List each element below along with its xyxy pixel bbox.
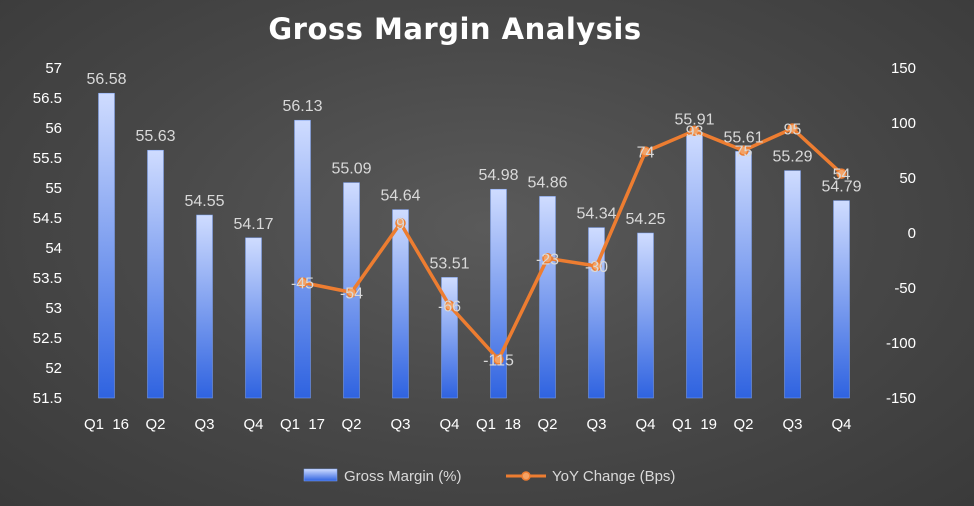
legend-line-marker [521,471,531,481]
legend-bar-label: Gross Margin (%) [344,468,462,485]
bar-data-label: 54.34 [576,206,616,223]
line-data-label: -23 [536,251,559,268]
x-tick-label: Q1 18 [476,416,521,433]
line-data-label: -54 [340,285,363,302]
line-data-label: 95 [784,122,802,139]
bar-data-label: 55.63 [135,128,175,145]
line-data-label: 74 [637,145,655,162]
bar [245,237,262,399]
line-point [542,253,553,264]
y-left-tick-label: 54 [45,240,62,257]
legend-line-label: YoY Change (Bps) [552,468,675,485]
bar [392,209,409,399]
x-tick-label: Q2 [537,416,557,433]
x-tick-label: Q3 [586,416,606,433]
y-left-tick-label: 55.5 [33,150,62,167]
line-point [444,300,455,311]
line-data-label: -66 [438,299,461,316]
y-left-tick-label: 56 [45,120,62,137]
line-point [493,354,504,365]
bar-data-label: 55.61 [723,129,763,146]
bar-data-label: 54.98 [478,167,518,184]
y-right-tick-label: 50 [899,170,916,187]
x-tick-label: Q4 [831,416,851,433]
chart-title: Gross Margin Analysis [268,12,642,46]
series-line [302,126,843,362]
bar [98,92,115,399]
legend-bar-swatch [303,468,338,482]
y-left-tick-label: 57 [45,60,62,77]
x-tick-label: Q1 17 [280,416,325,433]
line-data-label: -115 [483,353,514,370]
bar [784,170,801,399]
bar [147,149,164,399]
bar [539,196,556,399]
x-tick-label: Q3 [390,416,410,433]
bar [735,151,752,399]
line-data-label: 93 [686,124,704,141]
x-tick-label: Q2 [341,416,361,433]
x-tick-label: Q3 [782,416,802,433]
bar [637,232,654,399]
bar [196,214,213,399]
y-left-tick-label: 54.5 [33,210,62,227]
y-left-tick-label: 55 [45,180,62,197]
line-point [640,146,651,157]
y-right-tick-label: 100 [891,115,916,132]
y-right-tick-label: -50 [894,280,916,297]
x-tick-label: Q4 [243,416,263,433]
bar-data-label: 54.64 [380,188,420,205]
x-tick-label: Q4 [439,416,459,433]
bar [686,133,703,399]
bar [588,227,605,399]
x-tick-label: Q1 19 [672,416,717,433]
bar [294,119,311,399]
y-left-tick-label: 56.5 [33,90,62,107]
x-tick-label: Q1 16 [84,416,129,433]
line-point [836,168,847,179]
bar-data-label: 55.91 [674,111,714,128]
bar [833,200,850,399]
bar-data-label: 54.79 [821,179,861,196]
bar-data-label: 54.17 [233,216,273,233]
bar-data-label: 55.09 [331,161,371,178]
bar-data-label: 56.58 [86,71,126,88]
bar-data-label: 55.29 [772,149,812,166]
y-left-tick-label: 53.5 [33,270,62,287]
bar-data-label: 54.86 [527,174,567,191]
line-point [689,125,700,136]
line-data-label: 54 [833,167,851,184]
line-point [738,145,749,156]
bar [490,188,507,399]
y-right-tick-label: -150 [886,390,916,407]
line-data-label: -30 [585,259,608,276]
bar-data-label: 54.25 [625,211,665,228]
y-left-tick-label: 53 [45,300,62,317]
line-data-label: 9 [396,216,405,233]
line-point [787,123,798,134]
x-tick-label: Q3 [194,416,214,433]
line-point [346,287,357,298]
line-point [395,217,406,229]
line-data-label: -45 [291,276,314,293]
bar-data-label: 53.51 [429,255,469,272]
line-point [297,277,308,288]
bar-data-label: 54.55 [184,193,224,210]
line-point [591,260,602,272]
y-right-tick-label: 150 [891,60,916,77]
y-left-tick-label: 51.5 [33,390,62,407]
y-left-tick-label: 52 [45,360,62,377]
y-right-tick-label: 0 [908,225,916,242]
x-tick-label: Q2 [145,416,165,433]
line-data-label: 75 [735,144,753,161]
x-tick-label: Q2 [733,416,753,433]
bar-data-label: 56.13 [282,98,322,115]
y-right-tick-label: -100 [886,335,916,352]
x-tick-label: Q4 [635,416,655,433]
y-left-tick-label: 52.5 [33,330,62,347]
